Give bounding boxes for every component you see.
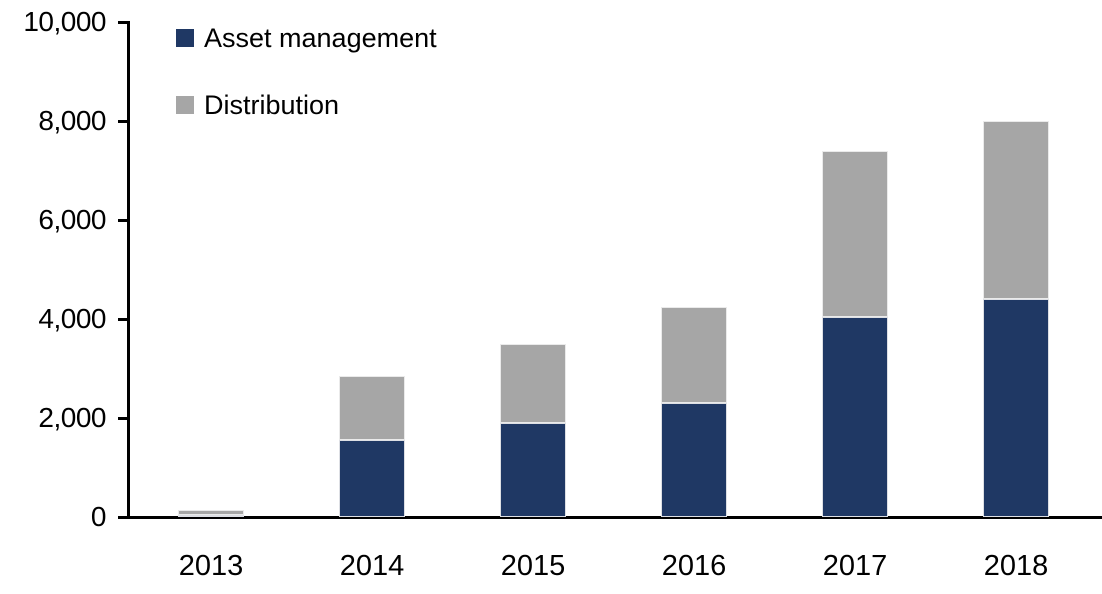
legend-label-asset-management: Asset management [204,23,437,53]
bar-segment-distribution-2015 [500,343,566,423]
legend-item-asset-management: Asset management [176,24,437,52]
bar-2016 [661,306,727,517]
bar-segment-distribution-2018 [983,121,1049,300]
bar-segment-distribution-2013 [178,509,244,515]
x-axis-tick-label-2018: 2018 [983,550,1049,582]
legend-item-distribution: Distribution [176,91,339,119]
bar-2015 [500,343,566,517]
y-axis-tick-label: 8,000 [38,105,106,136]
x-axis-tick-label-2016: 2016 [661,550,727,582]
bar-2018 [983,121,1049,517]
y-axis-tick [118,417,129,420]
bar-segment-distribution-2014 [339,375,405,441]
bar-2017 [822,150,888,517]
bar-segment-distribution-2016 [661,306,727,404]
x-axis-line [118,516,1102,519]
y-axis-tick-label: 4,000 [38,303,106,334]
x-axis-tick-label-2013: 2013 [178,550,244,582]
y-axis-tick-label: 6,000 [38,204,106,235]
legend-label-distribution: Distribution [204,90,340,120]
y-axis-line [127,21,130,518]
x-axis-tick-label-2017: 2017 [822,550,888,582]
y-axis-tick [118,21,129,24]
y-axis-tick-label: 0 [90,501,107,532]
bar-segment-asset-management-2015 [500,422,566,517]
y-axis-tick [118,120,129,123]
y-axis-tick-label: 2,000 [38,402,106,433]
bar-segment-asset-management-2016 [661,403,727,517]
legend-swatch-asset-management [176,29,194,47]
bar-segment-asset-management-2014 [339,440,405,517]
bar-segment-asset-management-2017 [822,316,888,517]
y-axis-tick [118,318,129,321]
y-axis-tick-label: 10,000 [23,6,106,37]
bar-segment-asset-management-2013 [178,514,244,517]
y-axis-tick [118,219,129,222]
x-axis-tick-label-2015: 2015 [500,550,566,582]
legend-swatch-distribution [176,96,194,114]
bar-2014 [339,375,405,517]
bar-2013 [178,509,244,517]
bar-segment-asset-management-2018 [983,299,1049,517]
bar-segment-distribution-2017 [822,150,888,317]
x-axis-tick-label-2014: 2014 [339,550,405,582]
